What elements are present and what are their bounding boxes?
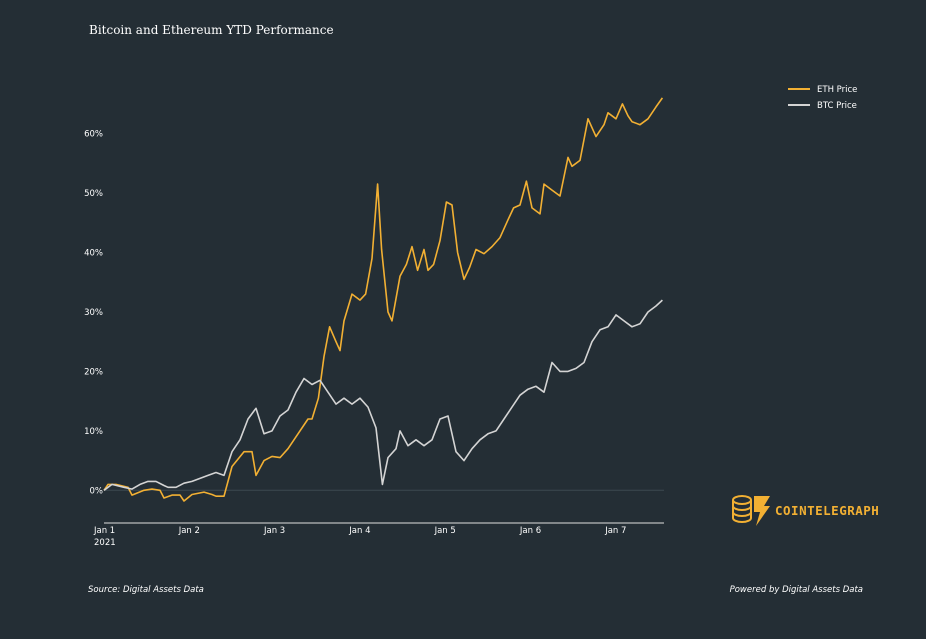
- x-tick-label: Jan 6: [519, 526, 541, 536]
- cointelegraph-coin-stack-icon: [732, 495, 770, 526]
- series-line-btc-price: [103, 299, 663, 491]
- legend: ETH Price BTC Price: [788, 85, 857, 111]
- y-tick-label: 0%: [90, 486, 104, 496]
- series-line-eth-price: [103, 97, 664, 502]
- y-tick-label: 20%: [84, 367, 103, 377]
- x-tick-label: Jan 4: [348, 526, 370, 536]
- y-axis-tick-labels: 0% 10% 20% 30% 40% 50% 60%: [84, 130, 103, 497]
- brand-name: COINTELEGRAPH: [775, 503, 880, 518]
- x-tick-label: Jan 1: [93, 526, 115, 536]
- x-tick-label: Jan 7: [604, 526, 626, 536]
- y-tick-label: 10%: [84, 427, 103, 437]
- y-tick-label: 50%: [84, 189, 103, 199]
- chart-title: Bitcoin and Ethereum YTD Performance: [89, 23, 334, 37]
- x-tick-year-label: 2021: [94, 538, 116, 548]
- y-tick-label: 60%: [84, 130, 103, 140]
- x-tick-label: Jan 5: [434, 526, 456, 536]
- x-axis-tick-labels: Jan 1 Jan 2 Jan 3 Jan 4 Jan 5 Jan 6 Jan 7 2021: [93, 526, 626, 548]
- x-tick-label: Jan 3: [263, 526, 285, 536]
- legend-label: BTC Price: [817, 101, 857, 111]
- y-tick-label: 30%: [84, 308, 103, 318]
- x-tick-label: Jan 2: [178, 526, 200, 536]
- y-tick-label: 40%: [84, 249, 103, 259]
- source-note: Source: Digital Assets Data: [88, 585, 204, 595]
- legend-label: ETH Price: [817, 85, 857, 95]
- series-lines: [103, 97, 664, 502]
- powered-by-note: Powered by Digital Assets Data: [729, 585, 863, 595]
